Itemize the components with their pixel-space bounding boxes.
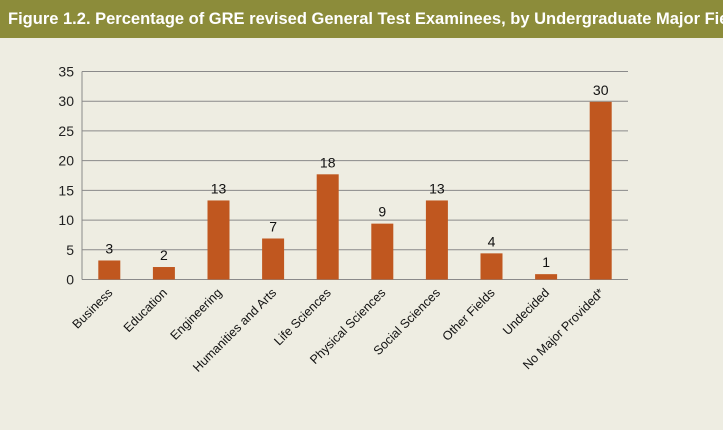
bar — [98, 260, 121, 280]
data-label: 9 — [378, 204, 386, 220]
data-label: 3 — [105, 240, 113, 256]
x-tick-label: Business — [70, 286, 116, 332]
x-tick-label: Engineering — [168, 286, 225, 343]
y-tick-label: 35 — [58, 64, 74, 80]
data-label: 2 — [160, 247, 168, 263]
data-label: 4 — [488, 233, 496, 249]
x-tick-label: Undecided — [500, 286, 552, 338]
data-label: 1 — [542, 254, 550, 270]
data-label: 7 — [269, 218, 277, 234]
y-tick-label: 30 — [58, 93, 74, 109]
y-tick-label: 15 — [58, 182, 74, 198]
bar-chart: 0 5 10 15 20 25 30 35 3 Business 2 Education 13 Engin… — [58, 64, 628, 375]
data-label: 13 — [211, 180, 227, 196]
bar — [371, 223, 394, 280]
bar — [535, 274, 558, 280]
y-tick-label: 0 — [66, 272, 74, 288]
bar — [425, 200, 448, 280]
bar — [262, 238, 285, 280]
bar — [207, 200, 230, 280]
bar — [480, 253, 503, 280]
y-tick-label: 25 — [58, 123, 74, 139]
y-tick-label: 20 — [58, 153, 74, 169]
chart-area: 0 5 10 15 20 25 30 35 3 Business 2 Education 13 Engin… — [0, 38, 723, 425]
bar — [152, 267, 175, 280]
x-tick-label: Education — [121, 286, 170, 335]
x-tick-label: Other Fields — [440, 286, 498, 344]
bar — [589, 101, 612, 280]
bar — [316, 174, 339, 280]
data-label: 13 — [429, 180, 445, 196]
data-label: 18 — [320, 154, 336, 170]
data-label: 30 — [593, 82, 609, 98]
figure-title: Figure 1.2. Percentage of GRE revised Ge… — [0, 0, 723, 38]
y-tick-label: 5 — [66, 242, 74, 258]
y-tick-label: 10 — [58, 212, 74, 228]
